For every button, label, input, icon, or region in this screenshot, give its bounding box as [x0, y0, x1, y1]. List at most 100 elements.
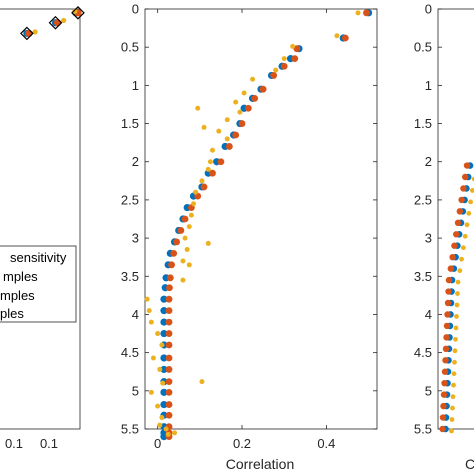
center-data-point	[209, 169, 216, 177]
center-data-point	[166, 284, 173, 292]
center-xticks: 0 0.2 0.4	[154, 9, 335, 451]
center-data-point	[188, 212, 194, 218]
left-data-point	[53, 19, 62, 27]
center-ytick-label: 3.5	[121, 269, 139, 284]
center-data-point	[160, 318, 168, 326]
center-data-point	[165, 354, 173, 362]
right-ytick-label: 0.5	[414, 40, 432, 55]
right-data-point	[452, 348, 458, 354]
center-data-point	[160, 388, 168, 396]
left-xtick-label: 0.1	[40, 436, 58, 451]
right-data-point	[452, 359, 457, 365]
right-data-point	[464, 222, 470, 228]
legend: sensitivity mples mples ples	[0, 245, 77, 323]
legend-entry-2: mples	[3, 269, 38, 284]
legend-entry-3: mples	[0, 288, 35, 303]
right-data-point	[456, 208, 463, 215]
right-ytick-label: 3.5	[414, 269, 432, 284]
center-data-point	[160, 307, 168, 315]
center-data-point	[165, 378, 173, 386]
center-data-point	[191, 201, 197, 207]
right-ytick-label: 3	[425, 231, 432, 246]
right-data-point	[443, 334, 450, 341]
center-data-point	[334, 33, 340, 39]
center-data-point	[160, 329, 168, 338]
right-data-point	[441, 368, 449, 375]
center-data-point	[244, 104, 252, 112]
center-ytick-label: 2	[132, 154, 139, 169]
center-data-point	[195, 105, 201, 111]
right-data-point	[445, 276, 453, 284]
center-data-point	[207, 159, 213, 165]
center-data-point	[168, 261, 175, 269]
right-data-point	[453, 231, 460, 238]
center-data-point	[160, 354, 168, 362]
center-data-point	[205, 240, 211, 246]
right-data-point	[453, 325, 459, 331]
right-ytick-label: 2.5	[414, 192, 432, 207]
center-data-point	[172, 430, 178, 436]
center-ytick-label: 3	[132, 231, 139, 246]
left-data-point	[32, 29, 38, 35]
right-data-point	[453, 336, 458, 342]
right-data-point	[458, 196, 465, 204]
right-data-point	[466, 210, 472, 216]
center-data-point	[144, 296, 150, 302]
left-data-point	[72, 8, 78, 14]
left-xtick-label: 0.1	[5, 436, 23, 451]
center-data-point	[165, 401, 173, 408]
right-data-point	[451, 242, 458, 249]
legend-entry-1: sensitivity	[10, 250, 67, 265]
right-data-point	[447, 265, 454, 272]
right-data-point	[454, 302, 460, 308]
center-ytick-label: 0	[132, 2, 139, 17]
center-ytick-label: 1.5	[121, 116, 139, 131]
right-data-point	[444, 299, 452, 307]
right-axes-box	[437, 8, 474, 430]
right-data-point	[454, 219, 462, 227]
left-diamond-marker	[20, 26, 34, 41]
right-ytick-label: 4	[425, 307, 432, 322]
center-data-point	[241, 90, 247, 96]
right-data-point	[461, 245, 466, 251]
center-data-point	[238, 120, 246, 127]
center-data-point	[237, 109, 243, 115]
right-ytick-label: 2	[425, 154, 432, 169]
center-data-point	[193, 189, 199, 195]
center-ytick-label: 1	[132, 78, 139, 93]
center-data-point	[160, 400, 168, 409]
center-data-point	[209, 147, 215, 153]
center-panel: 0 0.5 1 1.5 2 2.5 3 3.5 4 4.5 5 5.5 0 0.2 0.4 Correla…	[121, 2, 378, 472]
right-data-point	[442, 357, 449, 364]
right-markers	[439, 162, 474, 434]
center-data-point	[159, 342, 165, 348]
center-data-point	[170, 249, 178, 257]
center-data-point	[157, 422, 163, 428]
right-data-point	[449, 428, 454, 434]
center-axes-box	[144, 8, 378, 430]
center-data-point	[290, 43, 296, 49]
center-xtick-label: 0	[154, 436, 161, 451]
center-data-point	[186, 224, 192, 230]
center-data-point	[155, 403, 161, 409]
center-ytick-label: 5.5	[121, 422, 139, 437]
center-data-point	[184, 247, 190, 253]
right-data-point	[457, 268, 463, 274]
center-data-point	[180, 277, 186, 283]
center-data-point	[291, 55, 299, 63]
right-yticks: 0 0.5 1 1.5 2 2.5 3 3.5 4 4.5 5 5.5	[414, 2, 442, 437]
center-data-point	[200, 183, 208, 191]
left-axes-box	[0, 8, 81, 430]
center-data-point	[270, 72, 278, 79]
right-data-point	[451, 382, 456, 388]
right-panel: 0 0.5 1 1.5 2 2.5 3 3.5 4 4.5 5 5.5 C	[414, 2, 474, 472]
center-data-point	[165, 307, 173, 315]
center-data-point	[201, 124, 207, 130]
center-data-point	[363, 9, 370, 17]
center-data-point	[165, 330, 173, 337]
center-data-point	[160, 295, 168, 303]
right-data-point	[470, 188, 474, 193]
center-data-point	[165, 318, 173, 326]
right-data-point	[443, 322, 451, 330]
